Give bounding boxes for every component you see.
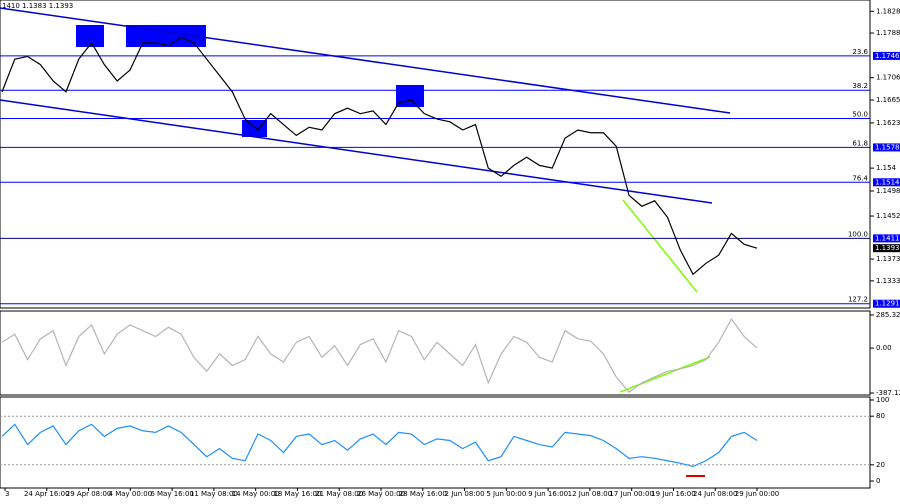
zone-box xyxy=(126,25,206,47)
x-tick-label: 14 May 00:00 xyxy=(232,490,280,498)
price-box xyxy=(873,51,900,60)
zone-box xyxy=(396,85,424,107)
x-tick-label: 9 Jun 16:00 xyxy=(528,490,568,498)
y-tick-label: 100 xyxy=(876,396,889,404)
x-tick-label: 29 Apr 08:00 xyxy=(66,490,112,498)
main-frame xyxy=(0,0,871,309)
x-tick-label: 29 Jun 00:00 xyxy=(735,490,779,498)
price-box-label: 1.1514 xyxy=(875,178,900,186)
fib-label: 38.2 xyxy=(852,82,868,90)
x-tick-label: 17 Jun 00:00 xyxy=(609,490,653,498)
y-tick-label: 1.1706 xyxy=(876,74,900,82)
divergence-line xyxy=(619,356,711,393)
x-tick-label: 19 Jun 16:00 xyxy=(651,490,695,498)
price-box-label: 1.1411 xyxy=(875,234,900,242)
y-tick-label: 1.154 xyxy=(876,164,897,172)
divergence-line xyxy=(622,199,698,293)
price-box xyxy=(873,244,900,253)
fib-label: 23.6 xyxy=(852,48,868,56)
series-line xyxy=(1,317,758,393)
y-tick-label: 1.1373 xyxy=(876,255,900,263)
y-tick-label: 285.322 xyxy=(876,311,900,319)
fib-label: 76.4 xyxy=(852,174,868,182)
x-tick-label: 18 May 16:00 xyxy=(273,490,321,498)
cci-frame xyxy=(0,310,871,396)
price-box xyxy=(873,234,900,243)
zone-box xyxy=(76,25,104,47)
y-tick-label: 80 xyxy=(876,412,885,420)
x-tick-label: 2 Jun 08:00 xyxy=(445,490,485,498)
y-tick-label: 1.1665 xyxy=(876,96,900,104)
rsi-frame xyxy=(0,396,871,489)
y-tick-label: 1.1828 xyxy=(876,7,900,15)
price-box xyxy=(873,143,900,152)
price-box xyxy=(873,299,900,308)
price-box-label: 1.1291 xyxy=(875,300,900,308)
x-tick-label: 11 May 08:00 xyxy=(190,490,238,498)
y-tick-label: -387.129 xyxy=(876,389,900,397)
y-tick-label: 1.1623 xyxy=(876,119,900,127)
y-tick-label: 0.00 xyxy=(876,344,892,352)
price-box-label: 1.1393 xyxy=(875,244,900,252)
y-tick-label: 0 xyxy=(876,477,880,485)
x-tick-label: 28 May 16:00 xyxy=(399,490,447,498)
series-line xyxy=(1,36,758,276)
x-tick-label: 3 xyxy=(5,490,9,498)
x-tick-label: 21 May 08:00 xyxy=(315,490,363,498)
fib-label: 50.0 xyxy=(852,111,868,119)
zone-box xyxy=(242,120,267,137)
fib-label: 127.2 xyxy=(848,296,868,304)
y-tick-label: 1.1788 xyxy=(876,29,900,37)
y-tick-label: 1.1333 xyxy=(876,277,900,285)
price-box xyxy=(873,178,900,187)
fib-label: 61.8 xyxy=(852,139,868,147)
channel-line xyxy=(0,99,713,204)
x-tick-label: 26 May 00:00 xyxy=(357,490,405,498)
price-box-label: 1.1578 xyxy=(875,143,900,151)
price-box-label: 1.1746 xyxy=(875,52,900,60)
y-tick-label: 1.1498 xyxy=(876,187,900,195)
x-tick-label: 12 Jun 08:00 xyxy=(568,490,612,498)
fib-label: 100.0 xyxy=(848,230,868,238)
y-tick-label: 20 xyxy=(876,461,885,469)
x-tick-label: 24 Jun 08:00 xyxy=(693,490,737,498)
x-tick-label: 6 May 16:00 xyxy=(150,490,194,498)
header-text: 1410 1.1383 1.1393 xyxy=(2,2,73,10)
channel-line xyxy=(0,7,731,114)
x-tick-label: 4 May 00:00 xyxy=(109,490,153,498)
series-line xyxy=(1,423,758,468)
x-tick-label: 5 Jun 00:00 xyxy=(486,490,526,498)
y-tick-label: 1.1452 xyxy=(876,212,900,220)
x-tick-label: 24 Apr 16:00 xyxy=(24,490,70,498)
